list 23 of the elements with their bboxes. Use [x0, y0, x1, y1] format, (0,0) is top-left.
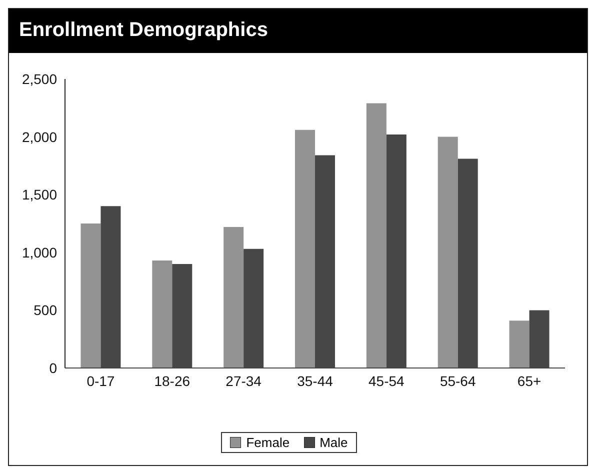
y-tick-label: 2,000	[22, 128, 58, 145]
bar	[366, 103, 386, 368]
y-tick-label: 0	[49, 360, 58, 376]
legend-label: Male	[318, 435, 348, 450]
x-tick-label: 0-17	[86, 372, 115, 389]
x-tick-label: 45-54	[368, 372, 405, 389]
bar	[152, 260, 172, 368]
x-tick-label: 18-26	[154, 372, 190, 389]
x-tick-label: 35-44	[297, 372, 334, 389]
y-tick-label: 1,000	[22, 244, 58, 260]
x-tick-label: 27-34	[226, 372, 262, 389]
bar	[295, 130, 315, 368]
x-tick-label: 65+	[517, 372, 542, 389]
bar	[224, 226, 244, 368]
x-tick-label: 55-64	[440, 372, 476, 389]
chart-title: Enrollment Demographics	[9, 9, 587, 53]
bar	[509, 320, 530, 368]
y-tick-label: 1,500	[22, 186, 58, 203]
bar	[80, 224, 101, 368]
y-tick-label: 500	[34, 302, 58, 318]
bar	[438, 136, 458, 368]
legend-label: Female	[245, 435, 290, 450]
y-tick-label: 2,500	[22, 70, 58, 87]
